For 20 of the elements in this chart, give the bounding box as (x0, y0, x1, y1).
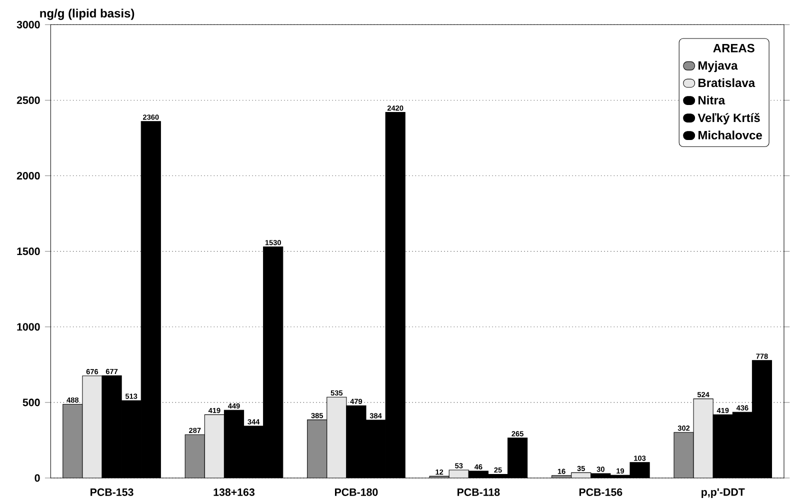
legend-title: AREAS (713, 44, 754, 52)
legend-label: Michalovce (698, 130, 762, 140)
y-tick-label: 0 (34, 474, 40, 482)
y-tick-label: 2500 (16, 96, 40, 104)
y-tick-label: 1000 (17, 322, 40, 330)
x-tick-label: PCB-180 (334, 488, 378, 496)
x-tick-label: PCB-156 (579, 488, 622, 496)
legend-label: Myjava (698, 60, 738, 72)
x-tick-label: PCB-153 (90, 488, 134, 496)
x-tick-label: p,p'-DDT (702, 488, 745, 498)
y-tick-label: 500 (22, 398, 40, 406)
x-tick-label: 138+163 (214, 488, 255, 496)
y-tick-label: 3000 (16, 20, 40, 28)
legend-label: Veľký Krtíš (698, 112, 760, 124)
legend-label: Bratislava (698, 78, 756, 87)
legend-label: Nitra (698, 95, 726, 104)
x-tick-label: PCB-118 (458, 488, 500, 496)
y-tick-label: 1500 (17, 247, 40, 255)
y-tick-label: 2000 (16, 172, 40, 180)
y-axis-title: ng/g (lipid basis) (40, 8, 134, 20)
